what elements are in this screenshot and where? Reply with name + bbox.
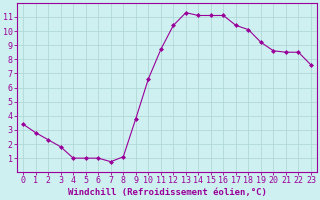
- X-axis label: Windchill (Refroidissement éolien,°C): Windchill (Refroidissement éolien,°C): [68, 188, 267, 197]
